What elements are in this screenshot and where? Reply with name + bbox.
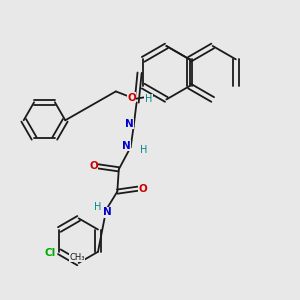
Text: N: N	[103, 207, 111, 218]
Text: Cl: Cl	[45, 248, 56, 258]
Text: H: H	[145, 94, 152, 104]
Text: O: O	[89, 161, 98, 171]
Text: N: N	[125, 119, 134, 129]
Text: N: N	[122, 140, 130, 151]
Text: H: H	[94, 202, 102, 212]
Text: O: O	[138, 184, 147, 194]
Text: H: H	[140, 145, 148, 155]
Text: CH₃: CH₃	[69, 253, 85, 262]
Text: O: O	[127, 93, 136, 103]
